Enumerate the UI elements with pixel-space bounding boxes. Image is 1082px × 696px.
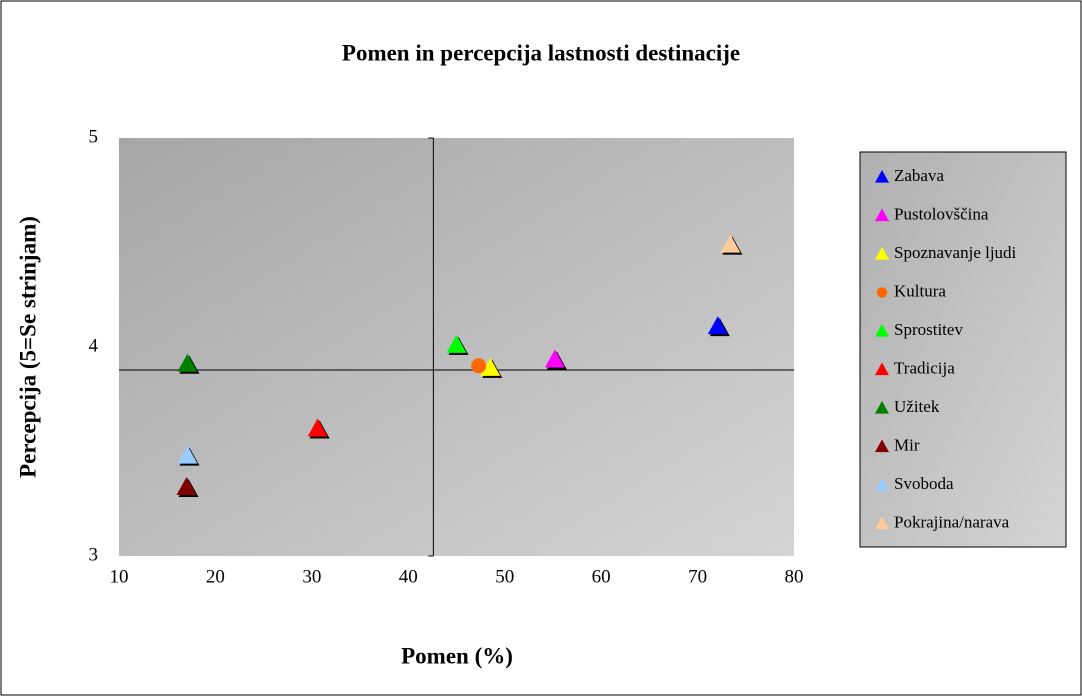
legend-label: Zabava — [894, 166, 944, 185]
x-tick-label: 30 — [302, 566, 321, 587]
x-tick-label: 60 — [592, 566, 611, 587]
y-axis-title: Percepcija (5=Se strinjam) — [15, 216, 40, 478]
x-tick-label: 20 — [206, 566, 225, 587]
marker — [875, 439, 889, 453]
point — [176, 477, 199, 498]
y-tick-label: 5 — [89, 126, 99, 147]
x-tick-label: 80 — [785, 566, 804, 587]
point — [177, 353, 200, 374]
point — [307, 418, 330, 439]
point — [471, 358, 487, 374]
legend-label: Tradicija — [894, 358, 955, 377]
marker — [544, 349, 565, 368]
y-tick-label: 4 — [89, 335, 99, 356]
legend-label: Pokrajina/narava — [894, 512, 1010, 531]
marker — [875, 516, 889, 530]
marker — [720, 234, 741, 253]
point — [720, 234, 743, 255]
marker — [471, 358, 487, 374]
legend-label: Mir — [894, 435, 920, 454]
marker — [480, 357, 501, 376]
marker — [875, 170, 889, 183]
marker — [446, 334, 467, 353]
point — [544, 349, 567, 370]
x-tick-label: 10 — [110, 566, 129, 587]
x-tick-label: 40 — [399, 566, 418, 587]
marker — [875, 478, 889, 491]
marker — [177, 445, 198, 464]
legend-label: Svoboda — [894, 474, 954, 493]
legend-label: Sprostitev — [894, 320, 963, 339]
y-tick-label: 3 — [89, 544, 99, 565]
legend-label: Pustolovščina — [894, 204, 989, 223]
marker — [875, 324, 889, 337]
marker — [875, 401, 889, 414]
marker — [177, 353, 198, 372]
x-axis-title: Pomen (%) — [401, 643, 513, 668]
x-tick-label: 50 — [495, 566, 514, 587]
point — [177, 445, 200, 466]
point — [480, 357, 503, 378]
legend-label: Spoznavanje ljudi — [894, 243, 1017, 262]
point — [446, 334, 469, 355]
x-tick-label: 70 — [688, 566, 707, 587]
marker — [876, 287, 888, 298]
legend-label: Kultura — [894, 281, 946, 300]
point — [707, 316, 730, 337]
marker — [707, 316, 728, 335]
marker — [307, 418, 328, 437]
legend-box — [859, 151, 1067, 548]
marker — [875, 247, 889, 260]
chart-title: Pomen in percepcija lastnosti destinacij… — [342, 40, 740, 65]
marker — [875, 362, 889, 376]
legend-label: Užitek — [894, 397, 940, 416]
marker — [176, 477, 197, 496]
marker — [875, 208, 889, 222]
